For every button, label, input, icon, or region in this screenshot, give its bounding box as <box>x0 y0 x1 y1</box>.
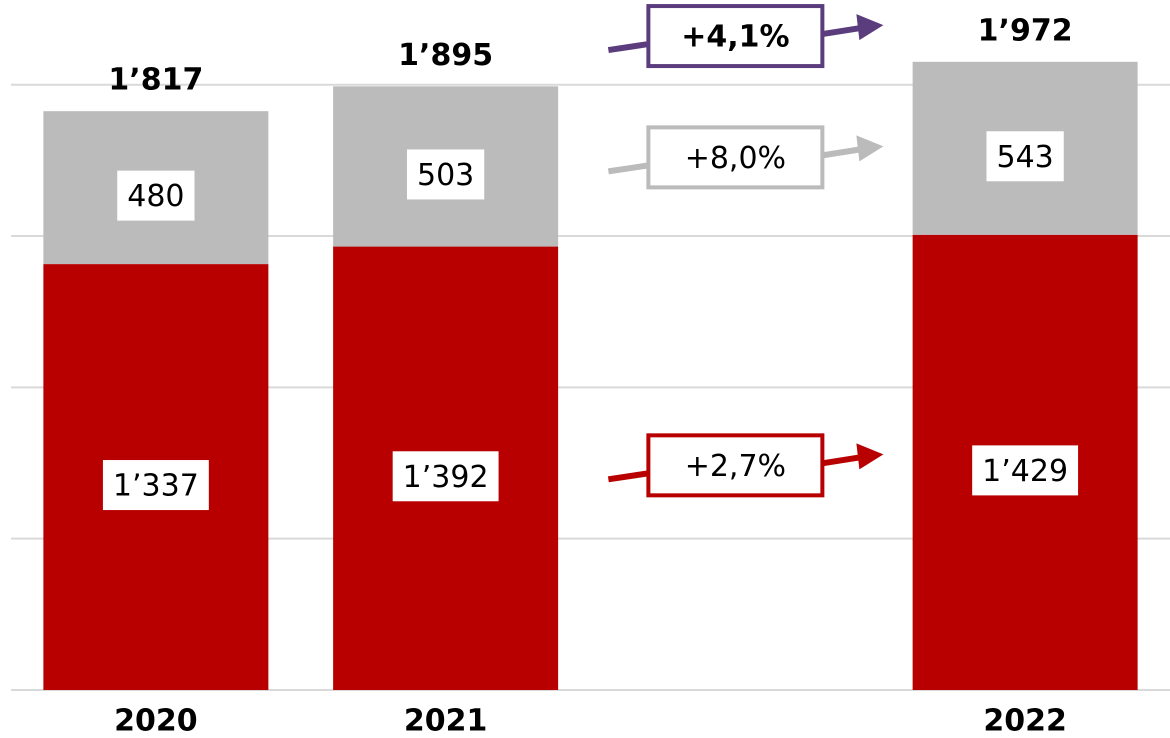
annotation-text: +2,7% <box>685 449 786 484</box>
annotation-text: +8,0% <box>685 141 786 176</box>
label-text: 1’337 <box>113 469 199 504</box>
annotation-box <box>646 125 825 190</box>
annotation-box <box>646 433 825 498</box>
x-tick-label: 2020 <box>114 704 198 738</box>
label-box <box>102 460 209 511</box>
label-text: 543 <box>996 140 1053 175</box>
label-text: 1’429 <box>982 454 1068 489</box>
label-text: 1’392 <box>403 460 489 495</box>
annotation-box <box>646 4 825 69</box>
total-label: 1’972 <box>978 13 1073 48</box>
arrow-head <box>856 14 884 41</box>
arrow-tail <box>607 41 649 54</box>
value-label: 1’337 <box>102 460 209 511</box>
value-label: 1’392 <box>392 451 499 502</box>
annotation: +4,1% <box>646 4 825 69</box>
total-label: 1’895 <box>398 38 493 73</box>
annotation-text: +4,1% <box>681 20 789 55</box>
value-label: 543 <box>986 131 1064 182</box>
annotation: +8,0% <box>646 125 825 190</box>
arrow-tail <box>607 162 649 175</box>
value-label: 1’429 <box>972 445 1079 496</box>
arrow-head-line <box>821 146 861 159</box>
label-box <box>986 131 1064 182</box>
arrow-head <box>856 135 884 162</box>
annotation: +2,7% <box>646 433 825 498</box>
label-box <box>392 451 499 502</box>
arrow-head-line <box>821 25 861 38</box>
label-text: 480 <box>127 179 184 214</box>
arrow-head <box>856 443 884 470</box>
label-box <box>406 149 485 200</box>
arrow-head-line <box>821 454 861 467</box>
label-box <box>972 445 1079 496</box>
x-tick-label: 2021 <box>404 704 488 738</box>
value-label: 503 <box>406 149 485 200</box>
label-text: 503 <box>417 158 474 193</box>
total-label: 1’817 <box>108 63 203 98</box>
x-tick-label: 2022 <box>983 704 1067 738</box>
arrow-tail <box>607 470 649 483</box>
value-label: 480 <box>117 170 195 221</box>
label-box <box>117 170 195 221</box>
